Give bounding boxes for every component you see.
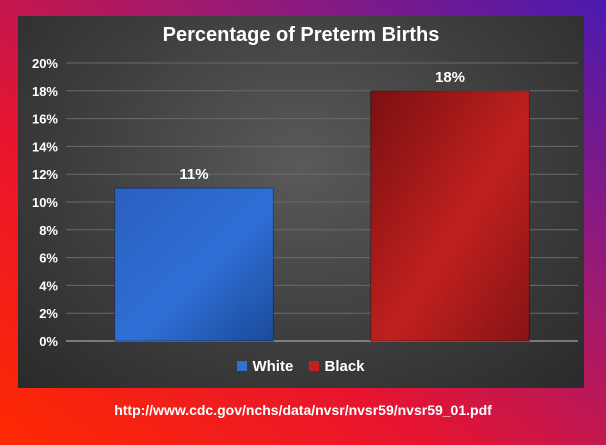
legend-swatch-black bbox=[309, 361, 320, 371]
legend-swatch-white bbox=[237, 361, 248, 371]
source-link[interactable]: http://www.cdc.gov/nchs/data/nvsr/nvsr59… bbox=[114, 402, 492, 418]
y-tick-label: 2% bbox=[39, 306, 58, 321]
y-tick-label: 12% bbox=[32, 167, 58, 182]
legend-item-black: Black bbox=[309, 358, 365, 375]
legend-label-white: White bbox=[252, 358, 294, 375]
y-tick-label: 20% bbox=[32, 56, 58, 71]
y-tick-label: 8% bbox=[39, 223, 58, 238]
legend-item-white: White bbox=[237, 358, 293, 375]
y-tick-label: 0% bbox=[39, 334, 58, 349]
y-tick-label: 10% bbox=[32, 195, 58, 210]
y-tick-label: 18% bbox=[32, 84, 58, 99]
data-label: 18% bbox=[435, 69, 465, 86]
y-tick-label: 4% bbox=[39, 278, 58, 293]
y-tick-label: 14% bbox=[32, 139, 58, 154]
legend: White Black bbox=[18, 358, 584, 375]
bar-white bbox=[114, 187, 274, 342]
legend-label-black: Black bbox=[324, 358, 365, 375]
chart-panel: Percentage of Preterm Births 0% 2% 4% 6% 8% 1… bbox=[18, 16, 584, 388]
bar-chart: 0% 2% 4% 6% 8% 10% 12% 14% 16% 18% 20% 11% 18% bbox=[32, 56, 578, 349]
bar-black bbox=[370, 90, 530, 342]
chart-title: Percentage of Preterm Births bbox=[162, 24, 440, 46]
data-label: 11% bbox=[179, 166, 208, 183]
y-tick-label: 6% bbox=[39, 251, 58, 266]
y-tick-label: 16% bbox=[32, 112, 58, 127]
